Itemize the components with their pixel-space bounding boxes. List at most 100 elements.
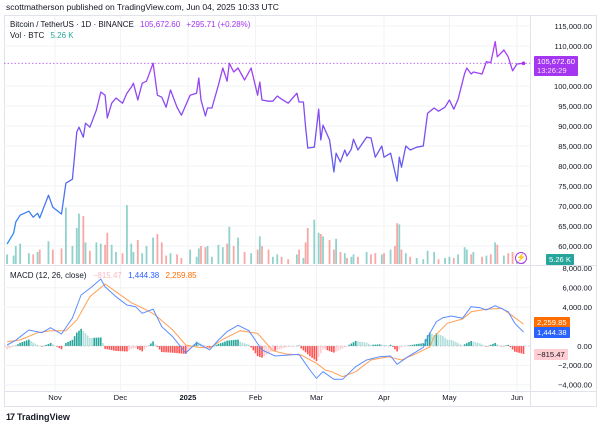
signal-badge: 2,259.85 — [534, 317, 570, 328]
macd-histogram-bar — [23, 341, 26, 346]
macd-histogram-bar — [217, 343, 220, 346]
macd-histogram-bar — [437, 334, 440, 346]
price-axis-label: 100,000.00 — [554, 82, 592, 91]
lightning-icon[interactable]: ⚡ — [515, 252, 527, 264]
macd-histogram-bar — [376, 344, 379, 346]
macd-histogram-bar — [337, 346, 340, 351]
macd-histogram-bar — [496, 344, 499, 346]
volume-bar — [485, 255, 488, 264]
macd-histogram-bar — [330, 346, 333, 353]
macd-histogram-bar — [350, 343, 353, 346]
macd-histogram-bar — [511, 346, 514, 350]
macd-line[interactable] — [6, 278, 524, 380]
macd-histogram-bar — [385, 345, 388, 346]
macd-histogram-bar — [339, 346, 342, 350]
macd-histogram-bar — [82, 331, 85, 346]
macd-histogram-bar — [302, 346, 305, 351]
macd-histogram-bar — [267, 346, 270, 354]
volume-bar — [189, 249, 191, 264]
macd-histogram-bar — [221, 342, 224, 346]
macd-histogram-bar — [75, 332, 78, 346]
macd-histogram-bar — [317, 346, 320, 358]
macd-histogram-bar — [160, 346, 163, 353]
macd-histogram-bar — [446, 339, 449, 346]
macd-axis-label: 0.00 — [577, 342, 592, 351]
macd-histogram-bar — [69, 340, 72, 346]
macd-axis-label: 8,000.00 — [562, 264, 592, 273]
price-axis-label: 85,000.00 — [558, 142, 592, 151]
macd-axis-label: 6,000.00 — [562, 284, 592, 293]
volume-bar — [115, 252, 117, 264]
macd-histogram-bar — [485, 346, 488, 347]
symbol-legend[interactable]: Bitcoin / TetherUS · 1D · BINANCE 105,67… — [10, 20, 254, 29]
macd-histogram-bar — [174, 346, 176, 353]
volume-bar — [176, 254, 178, 264]
macd-histogram-bar — [226, 340, 228, 346]
macd-histogram-bar — [243, 343, 246, 346]
tradingview-logo[interactable]: 17 TradingView — [6, 412, 70, 422]
macd-histogram-bar — [128, 346, 130, 351]
macd-histogram-bar — [328, 346, 331, 352]
volume-value: 5.26 K — [50, 31, 74, 40]
macd-histogram-bar — [407, 345, 409, 347]
volume-legend[interactable]: Vol · BTC 5.26 K — [10, 31, 78, 40]
macd-histogram-bar — [58, 346, 61, 349]
macd-histogram-bar — [287, 346, 289, 347]
volume-bar — [27, 253, 30, 264]
macd-histogram-bar — [86, 335, 89, 346]
volume-bar — [228, 226, 231, 264]
macd-histogram-bar — [394, 346, 396, 350]
macd-histogram-bar — [132, 346, 135, 349]
macd-histogram-bar — [522, 346, 525, 354]
macd-histogram-bar — [409, 345, 411, 346]
macd-histogram-bar — [45, 344, 48, 346]
grid — [4, 16, 530, 391]
macd-histogram-bar — [19, 342, 21, 346]
macd-histogram-bar — [252, 346, 255, 351]
volume-bar — [141, 253, 144, 264]
macd-histogram-bar — [452, 341, 455, 346]
macd-histogram-bar — [167, 346, 170, 353]
macd-histogram-bar — [341, 346, 344, 349]
volume-bar — [496, 244, 499, 264]
macd-histogram-bar — [56, 346, 58, 347]
time-axis-label: Apr — [378, 393, 390, 402]
volume-bar — [494, 242, 497, 264]
macd-signal-line[interactable] — [7, 283, 524, 378]
macd-histogram-bar — [352, 342, 355, 346]
volume-bar — [261, 246, 263, 264]
macd-histogram-bar — [494, 342, 496, 346]
volume-bar — [217, 244, 220, 264]
macd-legend[interactable]: MACD (12, 26, close) −815.47 1,444.38 2,… — [10, 271, 201, 280]
macd-histogram-bar — [455, 342, 457, 346]
volume-bar — [335, 238, 337, 264]
volume-bar — [394, 246, 396, 264]
macd-histogram-bar — [84, 333, 87, 346]
volume-bar — [339, 252, 342, 264]
macd-histogram-bar — [213, 345, 215, 347]
volume-bar — [60, 248, 63, 264]
volume-bar — [258, 236, 261, 264]
macd-histogram-bar — [208, 346, 211, 348]
macd-histogram-bar — [470, 340, 472, 346]
volume-bar — [481, 256, 483, 264]
volume-bar — [160, 242, 163, 264]
macd-histogram-bar — [481, 344, 483, 346]
symbol-title: Bitcoin / TetherUS · 1D · BINANCE — [10, 20, 134, 29]
volume-bar — [383, 253, 385, 264]
volume-bar — [82, 216, 85, 264]
macd-histogram-bar — [274, 346, 276, 351]
price-axis-label: 115,000.00 — [555, 22, 592, 31]
volume-bar — [295, 254, 298, 264]
macd-histogram-bar — [91, 337, 93, 346]
volume-bar — [152, 237, 154, 264]
volume-bar — [346, 258, 348, 264]
macd-histogram-bar — [134, 346, 137, 348]
macd-histogram-bar — [378, 344, 381, 346]
macd-histogram-bar — [14, 345, 17, 347]
volume-bar — [365, 252, 368, 264]
volume-bar — [47, 241, 50, 264]
volume-bar — [88, 250, 91, 264]
price-line[interactable] — [6, 40, 524, 245]
